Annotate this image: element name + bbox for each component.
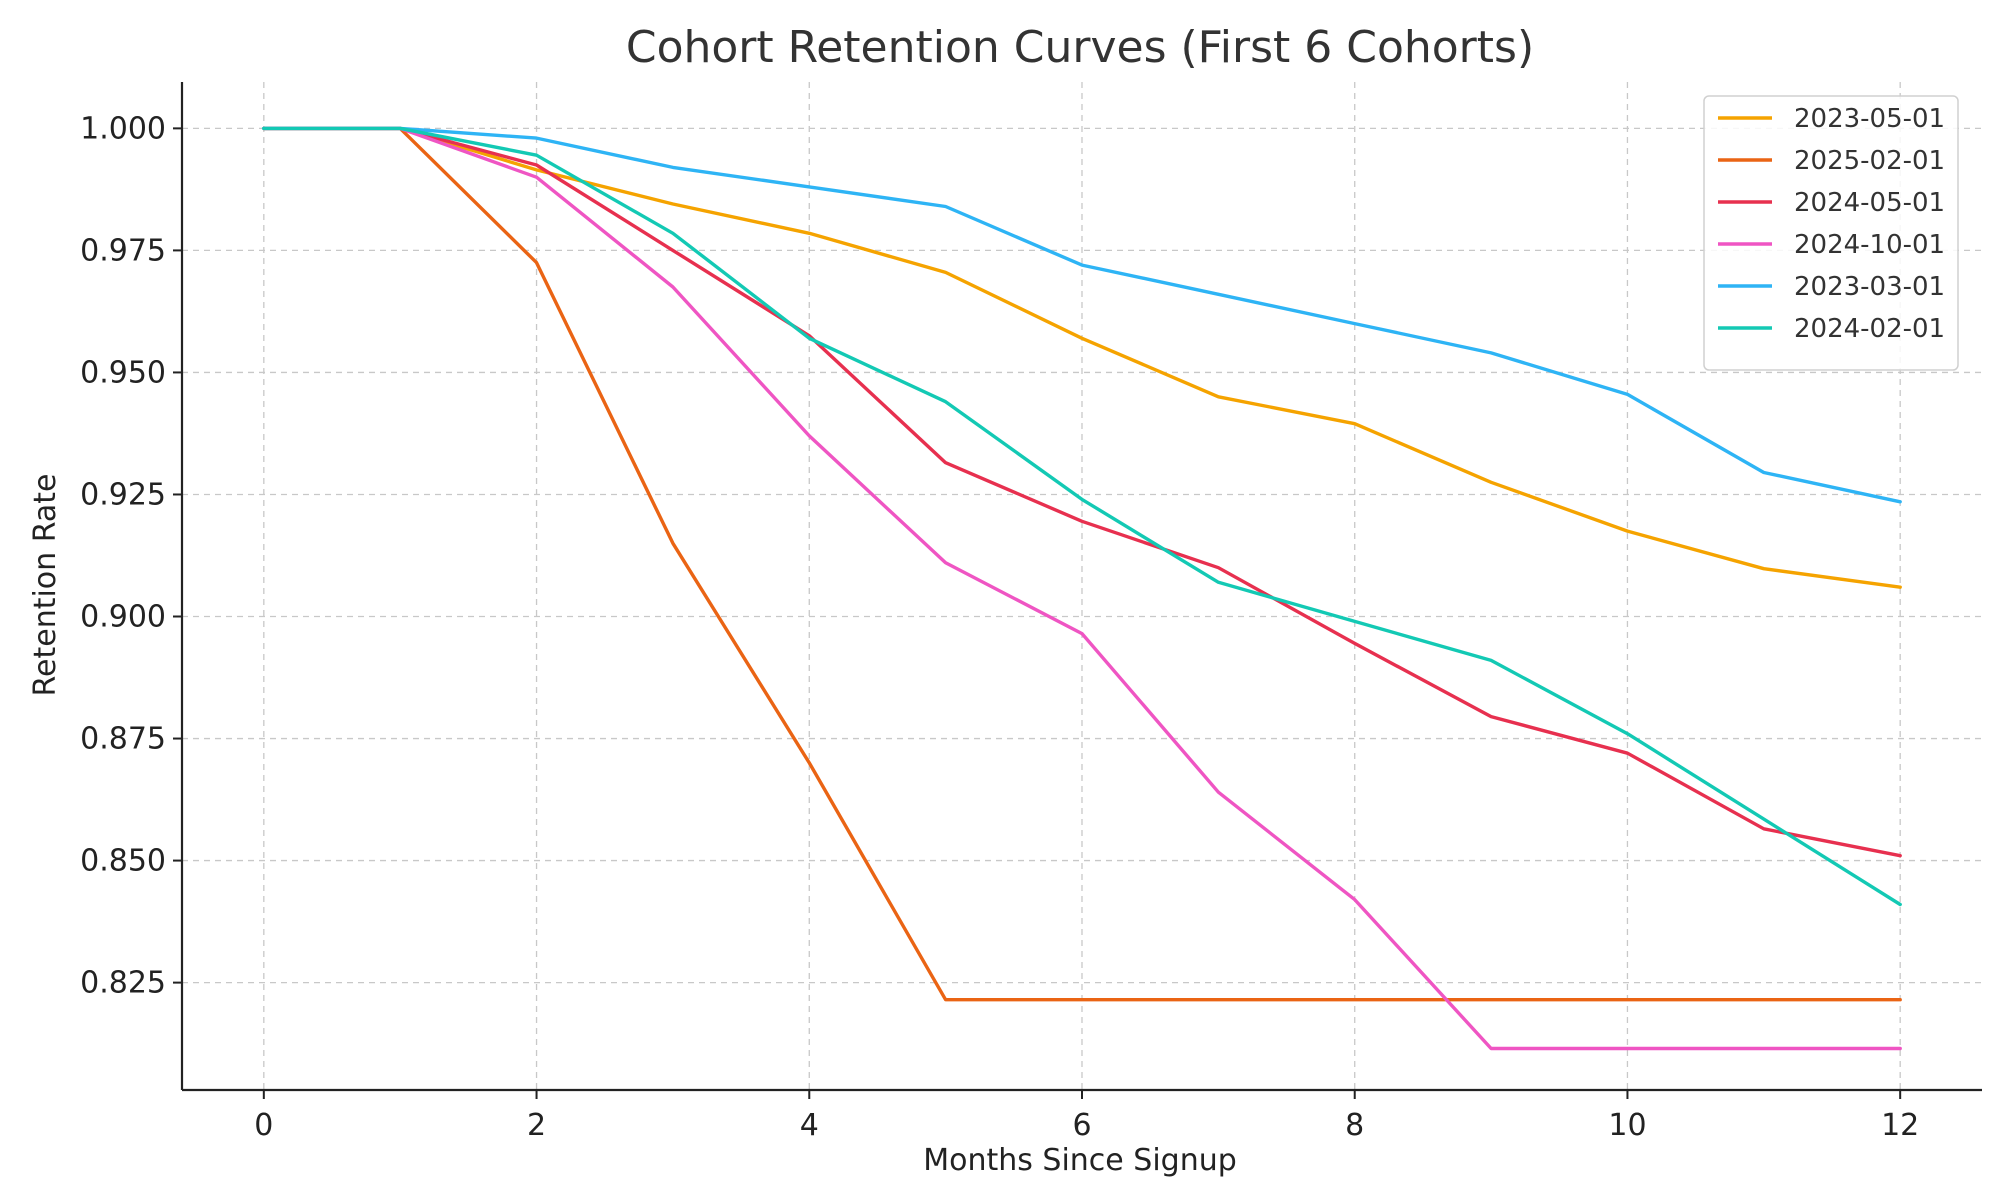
legend: 2023-05-01 2025-02-01 2024-05-01 2024-10-01… — [1703, 95, 1959, 371]
series-line-2024-10-01 — [262, 126, 1902, 1051]
legend-label: 2023-03-01 — [1794, 272, 1945, 302]
y-tick-label: 0.950 — [80, 355, 166, 390]
x-tick-label: 4 — [800, 1108, 819, 1143]
legend-label: 2024-02-01 — [1794, 314, 1945, 344]
tick-labels: 0 2 4 6 8 10 12 0.825 0.850 0.875 0.900 0.925 0.950 0… — [80, 111, 1919, 1143]
series-lines — [262, 126, 1902, 1051]
chart-title: Cohort Retention Curves (First 6 Cohorts… — [626, 22, 1534, 73]
y-tick-label: 0.875 — [80, 722, 166, 757]
y-tick-label: 0.975 — [80, 233, 166, 268]
x-tick-label: 10 — [1608, 1108, 1646, 1143]
x-tick-label: 0 — [254, 1108, 273, 1143]
y-tick-label: 0.825 — [80, 966, 166, 1001]
x-tick-label: 8 — [1345, 1108, 1364, 1143]
x-tick-label: 6 — [1072, 1108, 1091, 1143]
series-line-2024-02-01 — [262, 126, 1902, 907]
y-axis-title: Retention Rate — [28, 474, 63, 697]
legend-frame — [1703, 95, 1959, 371]
x-tick-label: 12 — [1881, 1108, 1919, 1143]
y-tick-label: 0.925 — [80, 477, 166, 512]
legend-label: 2023-05-01 — [1794, 104, 1945, 134]
series-line-2024-05-01 — [262, 126, 1902, 858]
series-line-2025-02-01 — [262, 126, 1902, 1002]
axes — [173, 82, 1982, 1099]
y-tick-label: 0.850 — [80, 844, 166, 879]
legend-label: 2024-10-01 — [1794, 230, 1945, 260]
series-line-2023-05-01 — [262, 126, 1902, 589]
grid — [182, 82, 1982, 1090]
legend-label: 2025-02-01 — [1794, 146, 1945, 176]
legend-label: 2024-05-01 — [1794, 188, 1945, 218]
x-tick-label: 2 — [527, 1108, 546, 1143]
y-tick-label: 0.900 — [80, 600, 166, 635]
series-line-2023-03-01 — [262, 126, 1902, 504]
y-tick-label: 1.000 — [80, 111, 166, 146]
x-axis-title: Months Since Signup — [923, 1143, 1237, 1178]
